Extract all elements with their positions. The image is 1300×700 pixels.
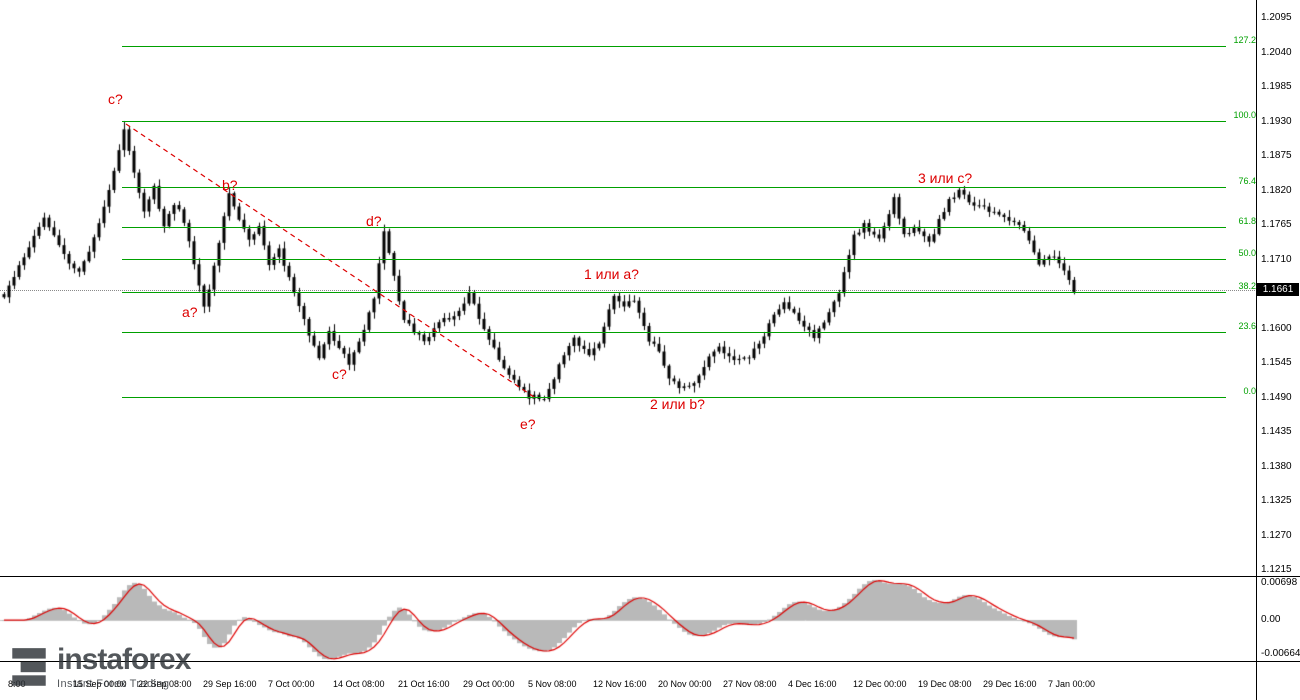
date-axis-label: 4 Dec 16:00 xyxy=(788,679,837,689)
price-axis-label: 1.1710 xyxy=(1261,253,1292,265)
price-axis-label: 1.1930 xyxy=(1261,115,1292,127)
date-axis-label: 21 Oct 16:00 xyxy=(398,679,450,689)
fib-level-line xyxy=(122,332,1226,333)
price-axis-label: 1.1270 xyxy=(1261,529,1292,541)
fib-level-line xyxy=(122,227,1226,228)
fib-level-label: 0.0 xyxy=(1243,386,1256,396)
wave-annotation: a? xyxy=(182,304,198,320)
price-axis-label: 1.1875 xyxy=(1261,150,1292,161)
price-chart-canvas[interactable] xyxy=(0,0,1257,576)
fib-level-label: 23.6 xyxy=(1238,321,1256,331)
fib-level-label: 127.2 xyxy=(1233,35,1256,45)
wave-annotation: 2 или b? xyxy=(650,396,705,412)
date-axis-label: 29 Oct 00:00 xyxy=(463,679,515,689)
price-axis-divider xyxy=(1256,0,1257,700)
oscillator-max-label: 0.00698 xyxy=(1261,577,1298,588)
fib-level-line xyxy=(122,397,1226,398)
price-axis-label: 1.1215 xyxy=(1261,564,1292,575)
oscillator-canvas[interactable] xyxy=(0,577,1257,661)
current-price-tag: 1.1661 xyxy=(1257,283,1299,296)
date-axis-label: 15 Sep 00:00 xyxy=(73,679,127,689)
fib-level-label: 100.0 xyxy=(1233,110,1256,120)
date-axis-label: 29 Dec 16:00 xyxy=(983,679,1037,689)
fib-level-line xyxy=(122,292,1226,293)
date-axis-label: 20 Nov 00:00 xyxy=(658,679,712,689)
chart-indicator-separator xyxy=(0,576,1300,577)
instaforex-logo-icon xyxy=(12,648,46,686)
price-axis-label: 1.1435 xyxy=(1261,426,1292,437)
oscillator-min-label: -0.00664 xyxy=(1261,648,1300,659)
date-axis-label: 7 Oct 00:00 xyxy=(268,679,315,689)
wave-annotation: c? xyxy=(332,366,347,382)
date-axis-label: 12 Nov 16:00 xyxy=(593,679,647,689)
fib-level-line xyxy=(122,121,1226,122)
price-axis-label: 1.1490 xyxy=(1261,391,1292,403)
wave-annotation: b? xyxy=(222,177,238,193)
fib-level-line xyxy=(122,187,1226,188)
wave-annotation: c? xyxy=(108,91,123,107)
watermark-text-block: instaforex Instant Forex Trading xyxy=(57,643,191,691)
date-axis-label: 29 Sep 16:00 xyxy=(203,679,257,689)
fib-level-line xyxy=(122,259,1226,260)
watermark-tagline: Instant Forex Trading xyxy=(57,678,170,690)
indicator-bottom-separator xyxy=(0,661,1300,662)
price-axis-label: 1.2040 xyxy=(1261,46,1292,58)
date-axis-label: 22 Sep 08:00 xyxy=(138,679,192,689)
price-axis-label: 1.1545 xyxy=(1261,357,1292,368)
price-axis-label: 1.2095 xyxy=(1261,12,1292,23)
date-axis-label: 12 Dec 00:00 xyxy=(853,679,907,689)
fib-level-label: 76.4 xyxy=(1238,176,1256,186)
price-axis-label: 1.1765 xyxy=(1261,219,1292,230)
date-axis-label: 14 Oct 08:00 xyxy=(333,679,385,689)
date-axis-label: 27 Nov 08:00 xyxy=(723,679,777,689)
price-axis-label: 1.1820 xyxy=(1261,184,1292,196)
oscillator-zero-label: 0.00 xyxy=(1261,614,1281,626)
fib-level-label: 38.2 xyxy=(1238,281,1256,291)
date-axis-label: 19 Dec 08:00 xyxy=(918,679,972,689)
price-axis-label: 1.1985 xyxy=(1261,81,1292,92)
price-axis-label: 1.1600 xyxy=(1261,322,1292,334)
wave-annotation: 1 или a? xyxy=(584,266,639,282)
date-axis-label: 5 Nov 08:00 xyxy=(528,679,577,689)
wave-annotation: e? xyxy=(520,416,536,432)
watermark-brand-text: instaforex xyxy=(57,643,191,676)
instaforex-watermark: instaforex Instant Forex Trading xyxy=(8,643,191,691)
price-axis-label: 1.1325 xyxy=(1261,495,1292,506)
fib-level-label: 50.0 xyxy=(1238,248,1256,258)
price-axis-label: 1.1380 xyxy=(1261,460,1292,472)
wave-annotation: 3 или c? xyxy=(918,170,973,186)
fib-level-line xyxy=(122,46,1226,47)
date-axis-label: 7 Jan 00:00 xyxy=(1048,679,1096,689)
fib-level-label: 61.8 xyxy=(1238,216,1256,226)
wave-annotation: d? xyxy=(366,213,382,229)
